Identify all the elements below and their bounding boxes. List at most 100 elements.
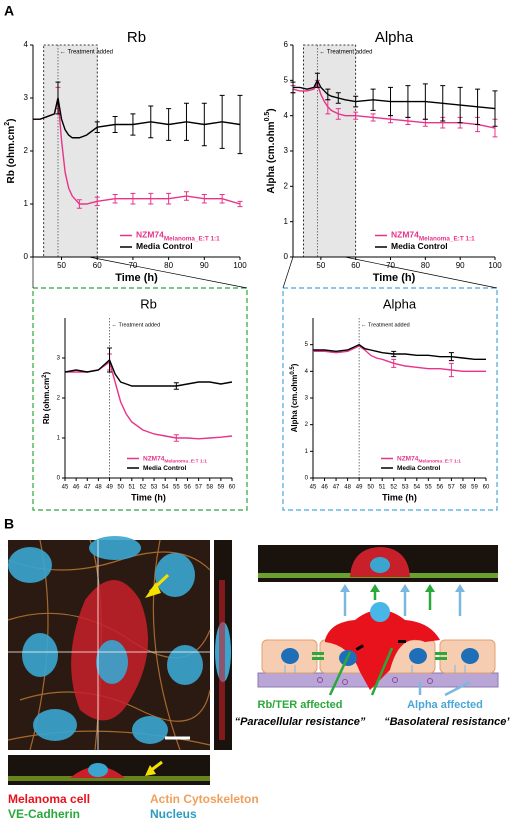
error-bar	[112, 193, 118, 204]
error-bar	[173, 434, 179, 442]
x-tick-label: 80	[164, 261, 173, 270]
x-tick-label: 54	[413, 485, 420, 491]
rb-note: “Paracellular resistance”	[235, 716, 366, 728]
y-axis-label: Rb (ohm.cm2)	[42, 372, 52, 425]
error-bar	[183, 191, 189, 201]
alpha-label: Alpha affected	[407, 699, 483, 711]
error-bar	[335, 108, 341, 120]
legend-entry: Media Control	[391, 241, 448, 251]
x-tick-label: 50	[117, 485, 124, 491]
x-tick-label: 100	[488, 261, 502, 270]
y-axis-label-part: )	[42, 372, 51, 375]
x-tick-label: 49	[106, 485, 113, 491]
chart-title: Rb	[127, 29, 146, 46]
x-tick-label: 57	[195, 485, 202, 491]
x-tick-label: 58	[460, 485, 467, 491]
y-axis-label-sup: 2	[4, 122, 11, 126]
annotation: ← Treatment added	[112, 322, 161, 328]
x-tick-label: 45	[62, 485, 69, 491]
chart-title: Alpha	[383, 296, 417, 311]
y-axis-label-part: )	[266, 108, 277, 111]
y-tick-label: 0	[284, 252, 289, 261]
shaded-region	[303, 44, 357, 258]
y-tick-label: 3	[305, 396, 309, 402]
x-tick-label: 51	[128, 485, 135, 491]
y-axis-label-sup: 0.5	[290, 366, 296, 375]
x-tick-label: 47	[333, 485, 340, 491]
error-bar	[173, 382, 179, 390]
zoom-box	[282, 287, 498, 511]
y-axis-label-part: )	[6, 118, 17, 121]
error-bar	[353, 111, 359, 120]
error-bar	[201, 193, 207, 204]
x-tick-label: 60	[229, 485, 236, 491]
x-axis-label: Time (h)	[115, 272, 158, 284]
legend-subscript: Melanoma_E:T 1:1	[164, 236, 220, 243]
x-tick-label: 90	[456, 261, 465, 270]
error-bar	[94, 196, 100, 207]
error-bar	[237, 94, 243, 155]
x-tick-label: 100	[233, 261, 247, 270]
legend-name: NZM74	[136, 230, 164, 240]
y-tick-label: 2	[305, 422, 309, 428]
error-bar	[391, 358, 397, 368]
x-axis-label: Time (h)	[382, 492, 417, 502]
y-axis-label-sup: 2	[42, 374, 48, 378]
x-tick-label: 50	[316, 261, 325, 270]
y-axis-label-part: Alpha (cm.ohm	[290, 375, 299, 433]
error-bar	[391, 350, 397, 358]
y-tick-label: 5	[305, 342, 309, 348]
connector	[344, 256, 498, 289]
series-line	[292, 82, 496, 129]
panel-label: B	[4, 516, 14, 532]
legend-entry: Media Control	[397, 465, 441, 472]
x-tick-label: 57	[448, 485, 455, 491]
stain-legend: Actin Cytoskeleton	[150, 792, 259, 806]
error-bar	[370, 113, 376, 122]
y-tick-label: 1	[305, 449, 309, 455]
error-bar	[94, 121, 100, 133]
legend-entry: NZM74Melanoma_E:T 1:1	[397, 455, 461, 464]
schematic	[257, 545, 499, 697]
stain-legend: Nucleus	[150, 807, 197, 820]
x-tick-label: 55	[425, 485, 432, 491]
legend-entry: NZM74Melanoma_E:T 1:1	[136, 230, 220, 243]
x-axis-label: Time (h)	[373, 272, 416, 284]
error-bar	[166, 192, 172, 205]
x-tick-label: 50	[367, 485, 374, 491]
y-tick-label: 6	[284, 40, 289, 49]
x-tick-label: 55	[173, 485, 180, 491]
legend-entry: Media Control	[143, 465, 187, 472]
x-tick-label: 60	[93, 261, 102, 270]
y-tick-label: 2	[284, 181, 289, 190]
legend-name: Media Control	[391, 241, 448, 251]
annotation: ← Treatment added	[60, 50, 113, 56]
x-tick-label: 90	[200, 261, 209, 270]
x-tick-label: 70	[386, 261, 395, 270]
x-tick-label: 56	[437, 485, 444, 491]
alpha-note: “Basolateral resistance”	[384, 716, 510, 728]
y-axis-label-part: Rb (ohm.cm	[42, 378, 51, 424]
y-axis-label-part: )	[290, 363, 299, 366]
legend-name: NZM74	[391, 230, 419, 240]
legend-subscript: Melanoma_E:T 1:1	[164, 458, 207, 464]
micrograph	[7, 536, 232, 785]
y-axis-label: Rb (ohm.cm2)	[4, 118, 16, 183]
error-bar	[148, 105, 154, 139]
x-tick-label: 60	[483, 485, 490, 491]
legend-entry: Media Control	[136, 241, 193, 251]
y-axis-label: Alpha (cm.ohm0.5)	[264, 108, 276, 193]
error-bar	[405, 85, 411, 118]
x-tick-label: 47	[84, 485, 91, 491]
chart-title: Alpha	[375, 29, 414, 46]
chart: ← Treatment added Rb 0 1 2 3 4 50 60 70 80 90 100 Tim…	[4, 29, 247, 284]
chart-title: Rb	[140, 296, 157, 311]
error-bar	[325, 88, 331, 101]
x-tick-label: 49	[356, 485, 363, 491]
series-line	[313, 345, 486, 373]
error-bar	[475, 88, 481, 125]
x-tick-label: 59	[218, 485, 225, 491]
y-tick-label: 0	[305, 476, 309, 482]
error-bar	[107, 347, 113, 373]
